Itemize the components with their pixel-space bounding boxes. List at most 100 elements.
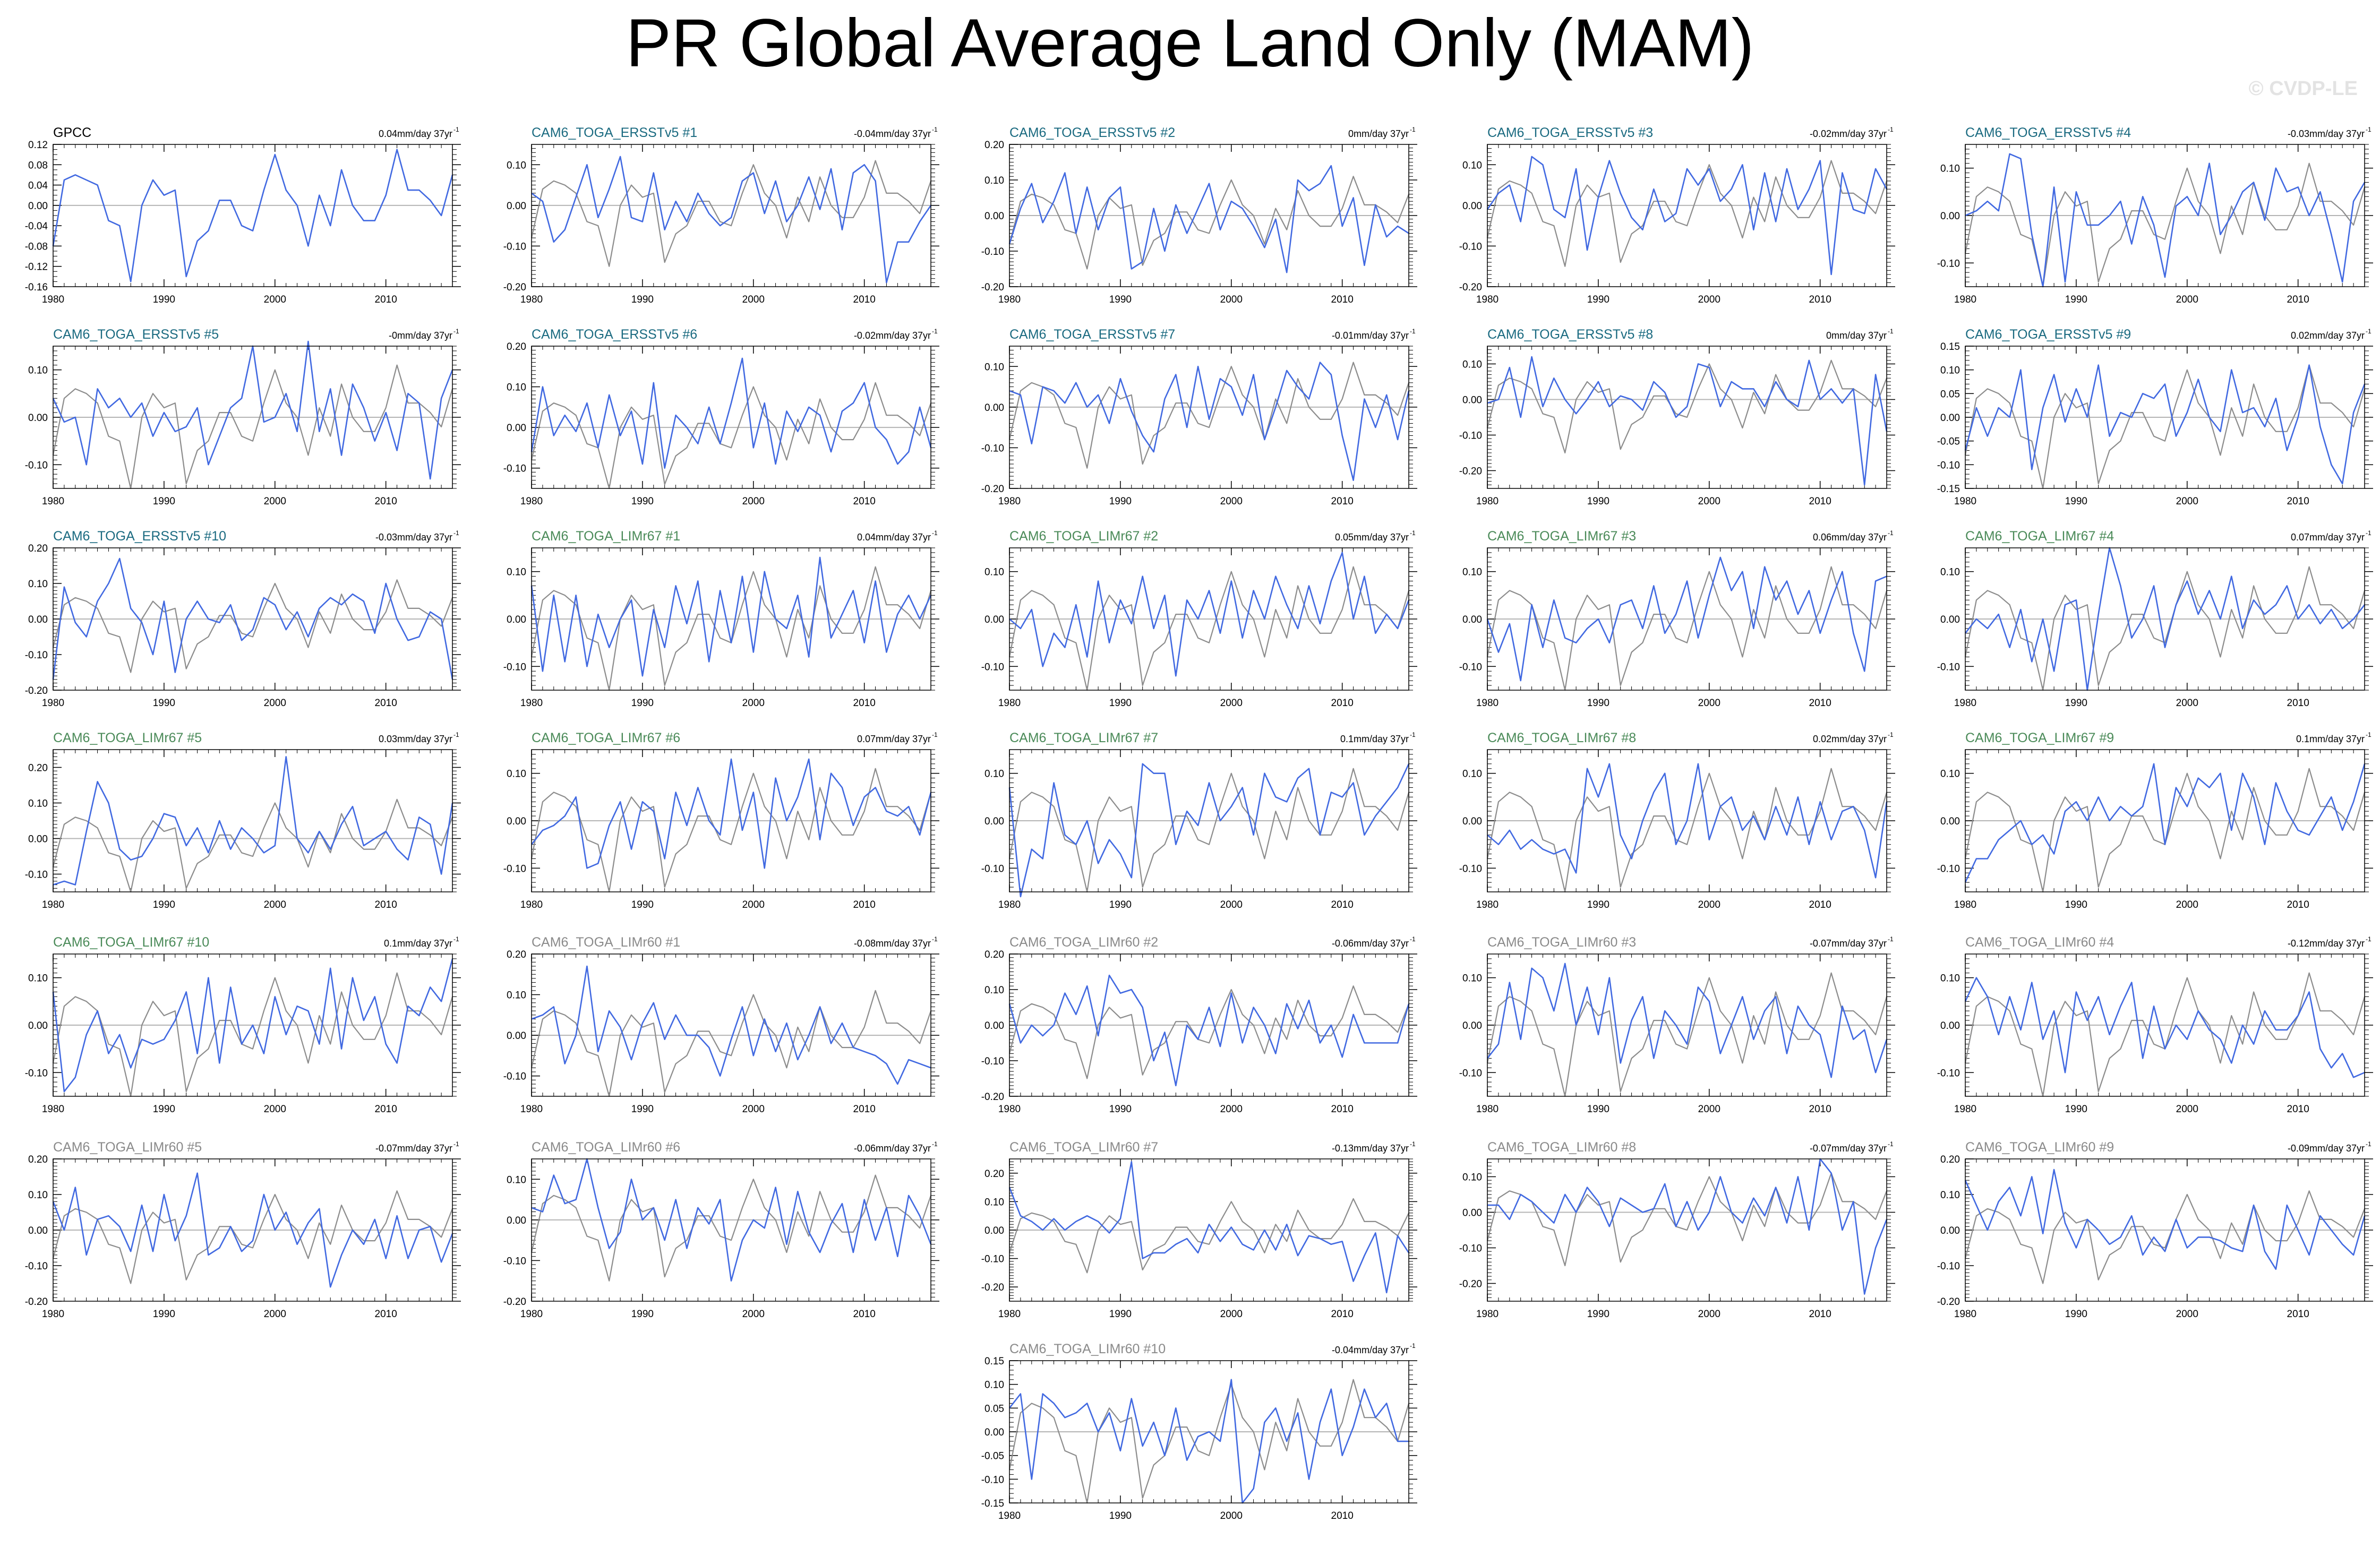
y-tick-label: 0.00 <box>1462 816 1482 827</box>
x-tick-label: 1990 <box>153 899 175 910</box>
y-tick-label: 0.12 <box>28 140 48 151</box>
y-tick-label: -0.15 <box>1937 484 1960 495</box>
panel-title: CAM6_TOGA_LIMr60 #8 <box>1487 1140 1636 1155</box>
x-tick-label: 1980 <box>520 698 543 709</box>
plot-frame <box>531 547 931 691</box>
chart-panel: CAM6_TOGA_LIMr67 #8 0.02mm/day 37yr -1 -0.1… <box>1459 730 1895 910</box>
x-tick-label: 2010 <box>2287 1104 2309 1115</box>
trend-exponent: -1 <box>453 935 459 943</box>
y-tick-label: 0.10 <box>28 973 48 984</box>
x-tick-label: 2000 <box>264 496 286 507</box>
plot-frame <box>531 1158 931 1302</box>
y-tick-label: 0.10 <box>28 365 48 376</box>
x-tick-label: 2010 <box>375 496 397 507</box>
panel-title: CAM6_TOGA_LIMr67 #2 <box>1009 529 1158 544</box>
plot-frame <box>1965 346 2365 489</box>
plot-frame <box>1009 749 1409 892</box>
panel-title: CAM6_TOGA_LIMr67 #7 <box>1009 730 1158 745</box>
y-tick-label: 0.10 <box>1462 567 1482 578</box>
trend-exponent: -1 <box>1410 126 1416 133</box>
x-tick-label: 2000 <box>742 294 765 305</box>
x-tick-label: 1980 <box>520 899 543 910</box>
panel-title: CAM6_TOGA_ERSSTv5 #7 <box>1009 327 1175 342</box>
plot-frame <box>1487 547 1887 691</box>
series-line <box>52 557 453 680</box>
trend-label: -0.07mm/day 37yr <box>375 1143 452 1154</box>
x-tick-label: 2010 <box>1809 1309 1831 1320</box>
plot-frame <box>1009 144 1409 287</box>
y-tick-label: 0.00 <box>1940 211 1960 222</box>
x-tick-label: 2010 <box>853 1309 876 1320</box>
y-tick-label: 0.15 <box>1940 341 1960 353</box>
series-line <box>1486 556 1887 682</box>
trend-exponent: -1 <box>932 328 938 335</box>
chart-panel: CAM6_TOGA_ERSSTv5 #10 -0.03mm/day 37yr -1 -… <box>25 529 461 709</box>
y-tick-label: 0.10 <box>507 769 526 780</box>
y-tick-label: 0.04 <box>28 181 48 192</box>
x-tick-label: 1990 <box>631 1309 654 1320</box>
chart-panel: CAM6_TOGA_LIMr60 #2 -0.06mm/day 37yr -1 -0.… <box>981 935 1417 1115</box>
plot-frame <box>53 547 453 691</box>
plot-frame <box>1009 953 1409 1097</box>
trend-exponent: -1 <box>1410 935 1416 943</box>
x-tick-label: 2010 <box>853 899 876 910</box>
panel-title: CAM6_TOGA_ERSSTv5 #9 <box>1965 327 2131 342</box>
y-tick-label: 0.00 <box>1462 395 1482 406</box>
y-tick-label: -0.10 <box>25 870 48 881</box>
y-tick-label: 0.20 <box>28 763 48 774</box>
y-tick-label: 0.10 <box>984 567 1004 578</box>
y-tick-label: -0.10 <box>25 460 48 471</box>
x-tick-label: 2000 <box>264 294 286 305</box>
y-tick-label: 0.00 <box>984 1225 1004 1236</box>
x-tick-label: 1990 <box>1109 698 1132 709</box>
panel-title: CAM6_TOGA_LIMr60 #3 <box>1487 935 1636 950</box>
observations-line <box>52 1190 453 1284</box>
x-tick-label: 1980 <box>1476 294 1499 305</box>
series-line <box>1964 977 2365 1078</box>
plot-frame <box>1487 346 1887 489</box>
series-line <box>52 340 453 480</box>
panel-title: CAM6_TOGA_LIMr67 #6 <box>532 730 680 745</box>
chart-panel: CAM6_TOGA_LIMr67 #5 0.03mm/day 37yr -1 -0.1… <box>25 730 461 910</box>
y-tick-label: 0.20 <box>984 949 1004 960</box>
x-tick-label: 1980 <box>1476 1309 1499 1320</box>
x-tick-label: 2000 <box>264 1104 286 1115</box>
trend-exponent: -1 <box>1410 731 1416 738</box>
panel-title: CAM6_TOGA_LIMr60 #7 <box>1009 1140 1158 1155</box>
series-line <box>1009 552 1410 677</box>
trend-exponent: -1 <box>1888 328 1894 335</box>
y-tick-label: 0.10 <box>1940 365 1960 376</box>
y-tick-label: -0.10 <box>981 1056 1004 1067</box>
x-tick-label: 2000 <box>1698 294 1720 305</box>
series-line <box>1487 1158 1888 1295</box>
series-line <box>1486 156 1888 276</box>
observations-line <box>1964 566 2366 691</box>
plot-frame <box>53 346 453 489</box>
series-line <box>530 758 932 869</box>
x-tick-label: 1990 <box>1587 496 1610 507</box>
y-tick-label: 0.10 <box>984 769 1004 780</box>
chart-panel: CAM6_TOGA_ERSSTv5 #5 -0mm/day 37yr -1 -0.10… <box>25 327 461 507</box>
trend-exponent: -1 <box>1410 529 1416 537</box>
trend-exponent: -1 <box>1410 1140 1416 1148</box>
y-tick-label: 0.20 <box>1940 1154 1960 1165</box>
series-line <box>531 156 932 283</box>
series-line <box>1487 763 1888 879</box>
y-tick-label: 0.00 <box>1462 201 1482 212</box>
trend-label: -0.03mm/day 37yr <box>2288 128 2365 139</box>
x-tick-label: 2000 <box>264 1309 286 1320</box>
observations-line <box>1008 1198 1409 1274</box>
y-tick-label: 0.10 <box>1462 359 1482 371</box>
y-tick-label: 0.10 <box>507 567 526 578</box>
panel-title: CAM6_TOGA_LIMr60 #9 <box>1965 1140 2114 1155</box>
observations-line <box>1008 768 1410 893</box>
series-line <box>1008 974 1410 1087</box>
x-tick-label: 2000 <box>2176 698 2198 709</box>
x-tick-label: 2010 <box>1809 1104 1831 1115</box>
trend-exponent: -1 <box>1888 1140 1894 1148</box>
trend-exponent: -1 <box>1888 935 1894 943</box>
chart-panel: CAM6_TOGA_LIMr60 #6 -0.06mm/day 37yr -1 -0.… <box>503 1140 939 1320</box>
x-tick-label: 1990 <box>153 496 175 507</box>
y-tick-label: -0.20 <box>1459 282 1482 293</box>
y-tick-label: 0.05 <box>1940 389 1960 400</box>
